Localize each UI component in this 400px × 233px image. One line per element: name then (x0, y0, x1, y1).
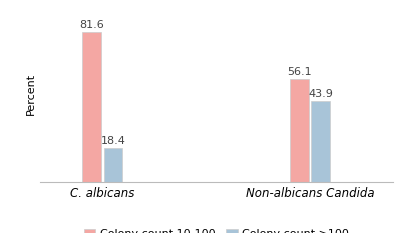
Text: 81.6: 81.6 (79, 20, 104, 30)
Bar (290, 79, 308, 182)
Bar (82, 32, 101, 182)
Text: 18.4: 18.4 (101, 136, 126, 146)
Bar (104, 148, 122, 182)
Text: 56.1: 56.1 (287, 67, 312, 77)
Bar (311, 101, 330, 182)
Legend: Colony count 10-100, Colony count >100: Colony count 10-100, Colony count >100 (81, 226, 352, 233)
Y-axis label: Percent: Percent (26, 73, 36, 115)
Text: 43.9: 43.9 (308, 89, 333, 99)
